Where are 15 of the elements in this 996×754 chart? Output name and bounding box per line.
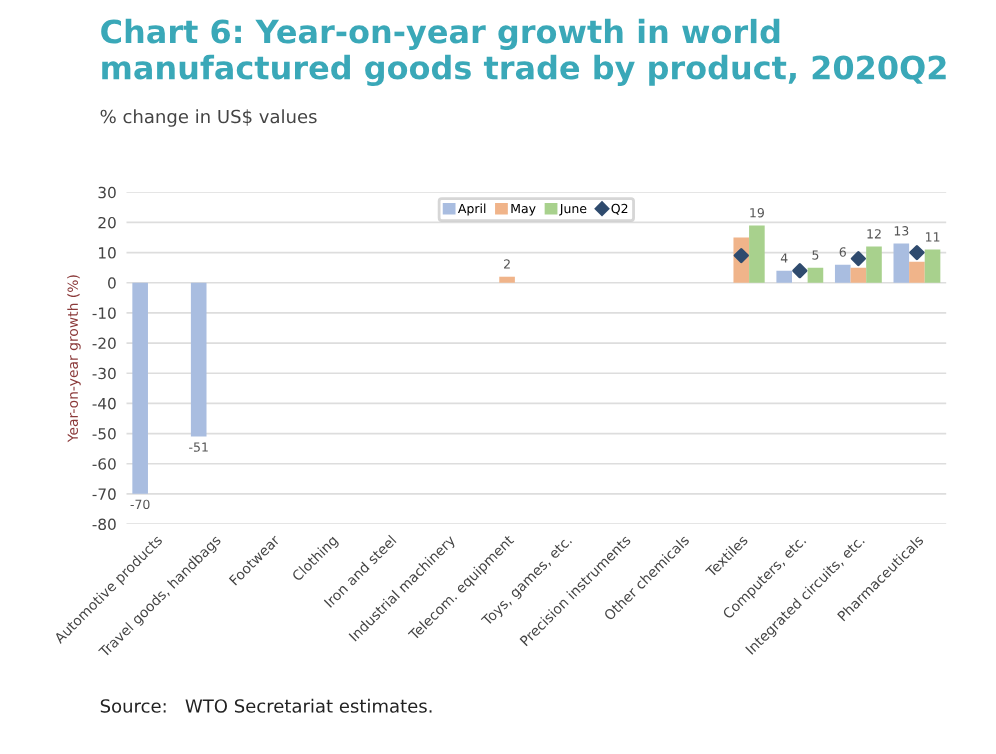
bar	[924, 249, 941, 283]
bar	[132, 282, 148, 494]
bar	[850, 267, 867, 283]
source-note: Source: WTO Secretariat estimates.	[100, 698, 432, 713]
bar	[834, 264, 851, 283]
chart-subtitle: % change in US$ values	[100, 109, 317, 127]
bar	[909, 261, 925, 283]
bar	[776, 270, 793, 283]
bar	[893, 243, 910, 283]
bar	[190, 282, 207, 437]
bar	[866, 246, 882, 283]
chart-title: Chart 6: Year-on-year growth in world manufactured goods trade by product, 2020Q2	[101, 18, 946, 87]
bar	[499, 276, 515, 283]
bar	[807, 267, 824, 283]
bar	[749, 225, 765, 283]
